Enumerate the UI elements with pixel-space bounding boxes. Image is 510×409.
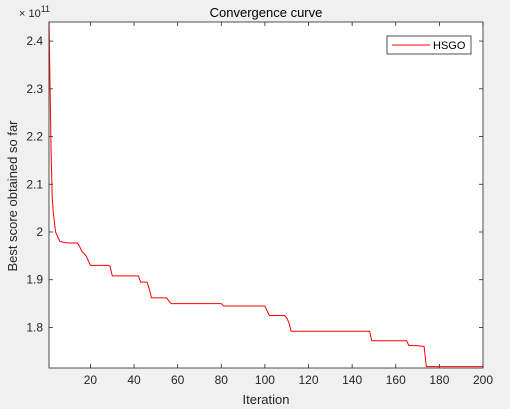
legend-label-hsgo: HSGO [433,40,466,52]
y-axis-exponent-base: × 10 [19,8,41,20]
y-axis-exponent: × 1011 [19,4,50,20]
y-axis-label: Best score obtained so far [5,120,20,272]
y-tick-label: 2.3 [26,82,43,96]
x-tick-label: 200 [473,373,493,387]
x-axis-ticks: 20 40 60 80 100 120 140 160 180 200 [84,22,493,387]
series-line-hsgo [48,21,483,368]
y-axis-exponent-power: 11 [41,4,50,14]
x-tick-label: 140 [342,373,362,387]
x-tick-label: 160 [386,373,406,387]
y-tick-label: 1.8 [26,320,43,334]
series-lines [48,21,483,368]
chart-title: Convergence curve [210,5,323,20]
legend: HSGO [386,35,472,55]
x-tick-label: 60 [171,373,185,387]
plot-area [49,22,483,368]
y-tick-label: 1.9 [26,273,43,287]
x-tick-label: 80 [215,373,229,387]
x-tick-label: 40 [127,373,141,387]
y-tick-label: 2.2 [26,130,43,144]
y-axis-ticks: 1.8 1.9 2 2.1 2.2 2.3 2.4 [26,34,483,334]
y-tick-label: 2.1 [26,177,43,191]
x-axis-label: Iteration [243,392,290,407]
x-tick-label: 120 [299,373,319,387]
y-tick-label: 2 [36,225,43,239]
x-tick-label: 100 [255,373,275,387]
axes-box [48,21,484,369]
x-tick-label: 180 [429,373,449,387]
x-tick-label: 20 [84,373,98,387]
y-tick-label: 2.4 [26,34,43,48]
